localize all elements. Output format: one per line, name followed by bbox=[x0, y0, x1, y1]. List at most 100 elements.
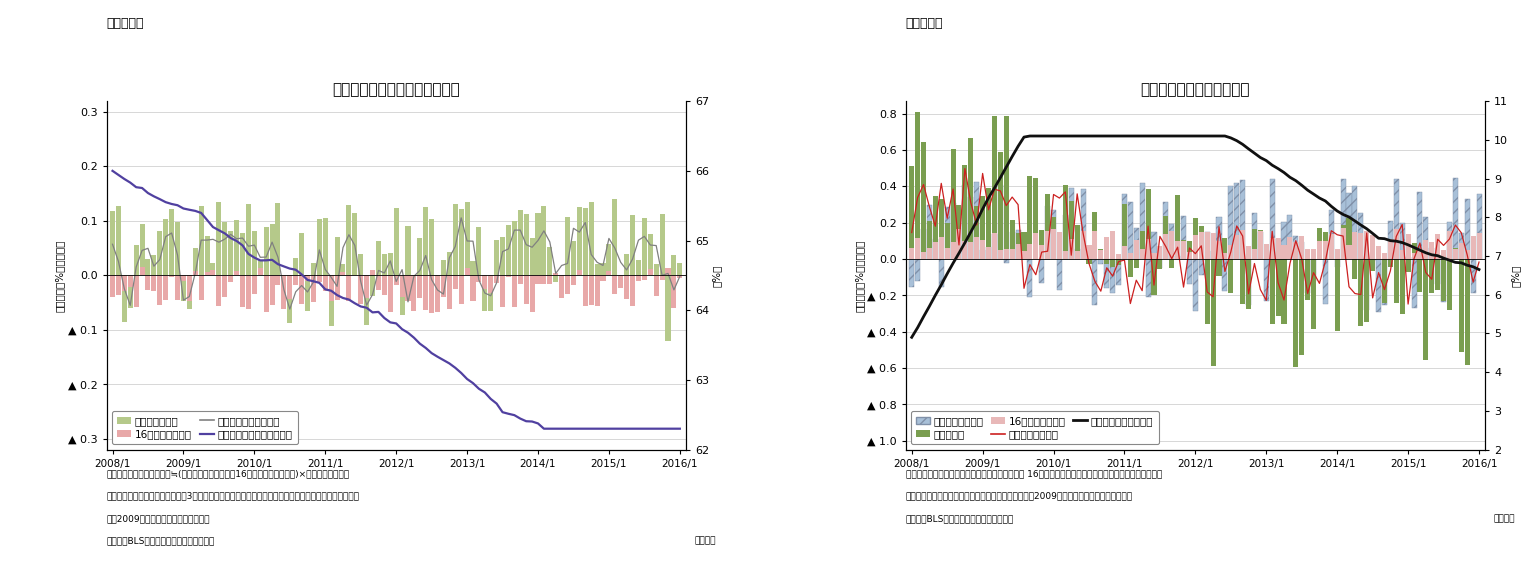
Bar bbox=[452, 275, 458, 289]
Text: グラフの前月差データは後方3カ月移動平均。また、年次ごとに人口推計が変更になっているため、: グラフの前月差データは後方3カ月移動平均。また、年次ごとに人口推計が変更になって… bbox=[107, 492, 359, 501]
Bar bbox=[235, 220, 239, 275]
Bar bbox=[1145, 189, 1150, 259]
Bar bbox=[323, 275, 327, 291]
Bar bbox=[1086, 254, 1092, 259]
Bar bbox=[909, 248, 914, 259]
Bar bbox=[1193, 234, 1199, 259]
Bar bbox=[1069, 201, 1074, 259]
Bar bbox=[465, 268, 469, 275]
Bar bbox=[998, 185, 1002, 259]
Bar bbox=[1028, 176, 1033, 259]
Bar bbox=[341, 271, 346, 275]
Bar bbox=[981, 196, 985, 259]
Bar bbox=[282, 275, 286, 310]
Bar bbox=[631, 275, 635, 306]
Bar bbox=[1016, 244, 1020, 259]
Bar bbox=[193, 248, 198, 275]
Bar bbox=[985, 247, 991, 259]
Bar bbox=[1311, 248, 1316, 259]
Bar bbox=[547, 275, 553, 284]
Bar bbox=[1092, 211, 1098, 259]
Bar bbox=[653, 264, 659, 275]
Bar bbox=[1258, 230, 1263, 259]
Bar bbox=[1287, 237, 1293, 259]
Bar bbox=[399, 275, 405, 315]
Bar bbox=[1258, 232, 1263, 259]
Bar bbox=[210, 263, 215, 275]
Bar bbox=[1441, 250, 1445, 259]
Bar bbox=[506, 275, 510, 277]
Y-axis label: （%）: （%） bbox=[1511, 264, 1521, 287]
Bar bbox=[1323, 232, 1328, 259]
Bar bbox=[1176, 196, 1180, 259]
Bar bbox=[1045, 206, 1051, 259]
Bar bbox=[1199, 233, 1203, 259]
Bar bbox=[442, 275, 446, 297]
Bar bbox=[311, 262, 315, 275]
Bar bbox=[1092, 231, 1098, 259]
Bar bbox=[915, 259, 920, 280]
Bar bbox=[1240, 230, 1246, 259]
Bar bbox=[1394, 259, 1398, 302]
Bar bbox=[399, 275, 405, 297]
Bar bbox=[446, 252, 452, 275]
Bar bbox=[1051, 210, 1055, 259]
Bar bbox=[1441, 259, 1445, 301]
Bar bbox=[1453, 178, 1458, 259]
Bar bbox=[228, 231, 233, 275]
Bar bbox=[975, 182, 979, 259]
Bar bbox=[181, 275, 186, 281]
Bar bbox=[631, 215, 635, 275]
Bar bbox=[1305, 259, 1310, 293]
Bar bbox=[1039, 259, 1045, 283]
Bar bbox=[975, 237, 979, 259]
Bar bbox=[405, 275, 411, 301]
Bar bbox=[411, 274, 416, 275]
Bar bbox=[1234, 183, 1240, 259]
Bar bbox=[1359, 233, 1363, 259]
Bar bbox=[1447, 231, 1451, 259]
Bar bbox=[1377, 259, 1381, 312]
Bar bbox=[122, 275, 126, 292]
Bar bbox=[909, 166, 914, 259]
Bar bbox=[323, 217, 327, 275]
Bar bbox=[1328, 257, 1334, 259]
Bar bbox=[288, 275, 292, 299]
Bar bbox=[1211, 233, 1215, 259]
Text: （注）労働参加率の前月差≒(労働力人口の伸び率（16才以上人口の伸び率)×前月の労働参加率: （注）労働参加率の前月差≒(労働力人口の伸び率（16才以上人口の伸び率)×前月の… bbox=[107, 469, 350, 478]
Bar bbox=[382, 254, 387, 275]
Bar bbox=[370, 275, 375, 297]
Bar bbox=[678, 275, 682, 278]
Bar bbox=[405, 226, 411, 275]
Bar bbox=[1293, 242, 1298, 259]
Bar bbox=[975, 206, 979, 259]
Bar bbox=[921, 142, 926, 259]
Bar bbox=[1086, 259, 1092, 264]
Bar bbox=[1424, 259, 1429, 360]
Bar bbox=[1281, 259, 1287, 324]
Bar bbox=[1139, 231, 1145, 259]
Bar bbox=[1129, 259, 1133, 277]
Bar bbox=[128, 275, 133, 287]
Text: （月次）: （月次） bbox=[694, 537, 716, 546]
Bar bbox=[1377, 248, 1381, 259]
Bar bbox=[1129, 202, 1133, 259]
Bar bbox=[1471, 247, 1476, 259]
Bar bbox=[1459, 243, 1464, 259]
Bar bbox=[1377, 246, 1381, 259]
Bar bbox=[329, 275, 334, 301]
Bar bbox=[659, 214, 664, 275]
Bar bbox=[458, 275, 463, 303]
Bar bbox=[193, 271, 198, 275]
Bar bbox=[672, 275, 676, 309]
Bar bbox=[1346, 193, 1351, 259]
Bar bbox=[1334, 259, 1340, 331]
Bar bbox=[647, 269, 653, 275]
Bar bbox=[1412, 252, 1416, 259]
Bar bbox=[1157, 247, 1162, 259]
Bar bbox=[1229, 185, 1234, 259]
Bar bbox=[341, 264, 346, 275]
Bar bbox=[559, 275, 564, 298]
Bar bbox=[1211, 259, 1215, 366]
Bar bbox=[1381, 253, 1387, 259]
